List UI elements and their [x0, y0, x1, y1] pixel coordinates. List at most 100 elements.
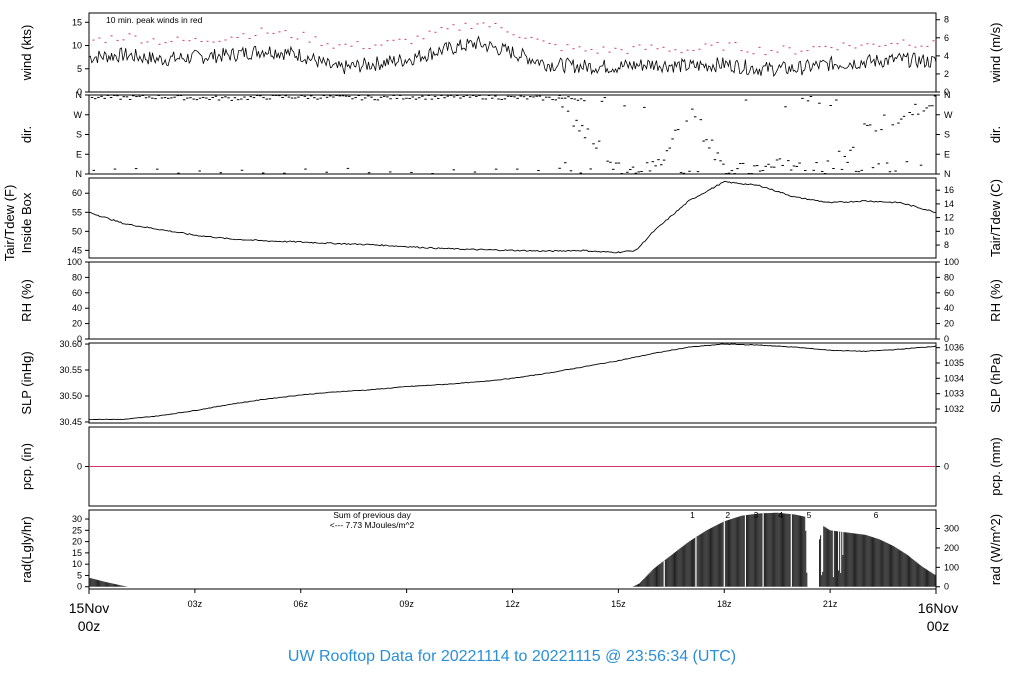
y-tick-label-right: 1033 [944, 389, 964, 399]
y-tick-label-right: 8 [944, 15, 949, 25]
y-axis-label-right: Tair/Tdew (C) [988, 179, 1003, 257]
x-start-date: 15Nov [69, 600, 109, 616]
y-tick-label-left: N [76, 90, 83, 100]
y-tick-label-right: 6 [944, 33, 949, 43]
y-tick-label-left: 0 [77, 87, 82, 97]
panel-frame [88, 261, 937, 340]
y-tick-label-left: 55 [72, 207, 82, 217]
series-slp [88, 343, 937, 421]
y-tick-label-right: N [944, 169, 951, 179]
series-mean-wind [88, 35, 937, 77]
y-tick-label-left: 30.55 [59, 365, 82, 375]
series-peak [92, 22, 935, 56]
y-axis-label-right: pcp. (mm) [988, 437, 1003, 496]
x-axis: 03z 06z 09z 12z 15z 18z 21z 15Nov 00z 16Nov 00z [69, 588, 958, 634]
y-tick-label-right: 1036 [944, 343, 964, 353]
panel-frame [88, 177, 937, 259]
y-tick-label-left: 5 [77, 570, 82, 580]
x-end-date: 16Nov [918, 600, 958, 616]
y-tick-label-left: 50 [72, 226, 82, 236]
y-axis-label-left: pcp. (in) [19, 443, 34, 490]
y-tick-label-right: 14 [944, 199, 954, 209]
y-tick-label-left: 45 [72, 245, 82, 255]
y-tick-label-left: 10 [72, 41, 82, 51]
panel-frame [88, 12, 937, 93]
y-tick-label-right: N [944, 90, 951, 100]
series-direction [90, 94, 937, 175]
x-tick-label: 18z [717, 599, 732, 609]
wind-annotation: 10 min. peak winds in red [106, 15, 203, 25]
y-tick-label-right: 20 [944, 319, 954, 329]
panel-rh: 0 20 40 60 80 100 0 20 40 60 80 100 RH (%) RH (%) [19, 257, 1003, 344]
hour-mark-label: 2 [725, 510, 730, 520]
y-axis-label-left: dir. [19, 126, 34, 143]
x-tick-label: 15z [611, 599, 626, 609]
y-axis-label-left: Tair/Tdew (F) [2, 185, 17, 262]
rad-annotation-line2: <--- 7.73 MJoules/m^2 [330, 520, 415, 530]
y-tick-label-left: 0 [77, 334, 82, 344]
y-tick-label-right: 0 [944, 334, 949, 344]
series-tair [88, 180, 937, 254]
y-tick-label-right: 200 [944, 543, 959, 553]
y-tick-label-right: E [944, 149, 950, 159]
panel-slp: 30.45 30.50 30.55 30.60 1032 1033 1034 1035 1036… [19, 339, 1003, 427]
hour-mark-label: 1 [690, 510, 695, 520]
y-axis-label-right: RH (%) [988, 279, 1003, 322]
panel-frame [88, 94, 937, 175]
x-tick-label: 12z [505, 599, 520, 609]
panel-frame [88, 342, 937, 424]
y-tick-label-right: 80 [944, 272, 954, 282]
y-tick-label-left: 0 [77, 582, 82, 592]
x-start-time: 00z [78, 618, 101, 634]
y-tick-label-right: 16 [944, 185, 954, 195]
y-axis-label-left: SLP (inHg) [19, 351, 34, 414]
y-tick-label-right: 60 [944, 288, 954, 298]
y-tick-label-right: 0 [944, 462, 949, 472]
x-tick-label: 06z [293, 599, 308, 609]
hour-mark-label: 4 [778, 510, 783, 520]
hour-mark-label: 3 [754, 510, 759, 520]
y-tick-label-left: 20 [72, 537, 82, 547]
y-tick-label-right: 1032 [944, 404, 964, 414]
y-axis-label-left: Inside Box [19, 192, 34, 253]
y-tick-label-right: S [944, 130, 950, 140]
y-tick-label-left: 30.50 [59, 391, 82, 401]
y-tick-label-left: 30 [72, 514, 82, 524]
y-tick-label-right: 40 [944, 303, 954, 313]
y-tick-label-left: 80 [72, 272, 82, 282]
y-tick-label-left: 25 [72, 525, 82, 535]
y-tick-label-left: 60 [72, 288, 82, 298]
rad-annotation-line1: Sum of previous day [333, 510, 411, 520]
panel-pcp: 0 0 pcp. (in) pcp. (mm) [19, 426, 1003, 507]
panel-temp: 45 50 55 60 8 10 12 14 16 Tair/Tdew (F) Inside Box… [2, 177, 1003, 262]
y-tick-label-right: 10 [944, 226, 954, 236]
y-tick-label-left: 15 [72, 548, 82, 558]
y-tick-label-right: 0 [944, 582, 949, 592]
y-axis-label-right: rad (W/m^2) [988, 514, 1003, 585]
y-tick-label-left: 0 [77, 462, 82, 472]
y-axis-label-left: wind (kts) [19, 25, 34, 82]
y-axis-label-left: rad(Lgly/hr) [19, 516, 34, 582]
y-tick-label-right: 0 [944, 87, 949, 97]
y-tick-label-right: 2 [944, 69, 949, 79]
y-tick-label-right: 100 [944, 562, 959, 572]
y-tick-label-right: 300 [944, 524, 959, 534]
hour-mark-label: 5 [807, 510, 812, 520]
chart-title: UW Rooftop Data for 20221114 to 20221115… [287, 648, 737, 665]
x-tick-label: 03z [188, 599, 203, 609]
y-axis-label-left: RH (%) [19, 279, 34, 322]
y-tick-label-left: S [76, 130, 82, 140]
x-end-time: 00z [927, 618, 950, 634]
y-tick-label-right: W [944, 110, 953, 120]
x-tick-label: 09z [399, 599, 414, 609]
y-tick-label-left: 5 [77, 64, 82, 74]
y-tick-label-left: 30.45 [59, 417, 82, 427]
y-tick-label-left: 60 [72, 188, 82, 198]
y-axis-label-right: wind (m/s) [988, 23, 1003, 84]
y-tick-label-left: E [76, 149, 82, 159]
y-tick-label-left: 10 [72, 559, 82, 569]
y-tick-label-left: 15 [72, 17, 82, 27]
